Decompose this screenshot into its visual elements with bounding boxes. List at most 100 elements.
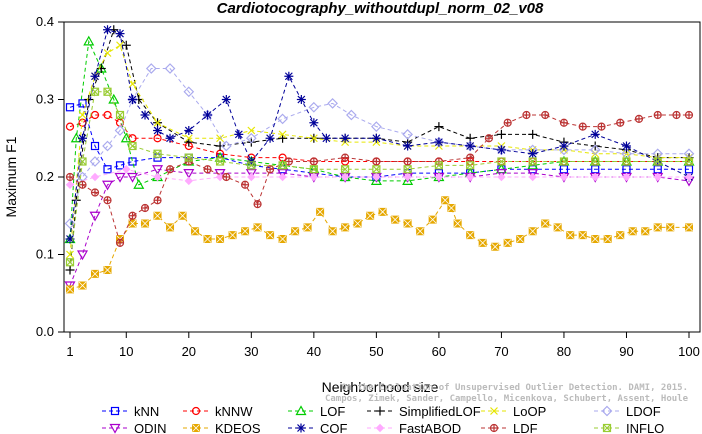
marker-triangle xyxy=(133,179,145,189)
marker-square-x-line xyxy=(391,215,399,224)
marker-ast-b xyxy=(497,145,506,154)
marker-square-x-line xyxy=(541,219,549,228)
data-point-odin xyxy=(495,169,507,179)
data-point-ldof xyxy=(89,156,101,167)
data-point-ldf xyxy=(165,165,175,174)
marker-square-x-line xyxy=(553,223,562,232)
marker-ast-b xyxy=(622,142,631,150)
data-point-kdeos xyxy=(266,231,275,240)
marker-triangle-down xyxy=(89,211,101,222)
data-point-kdeos xyxy=(666,223,675,232)
data-point-fastabod xyxy=(434,172,444,182)
y-tick-label: 0.1 xyxy=(36,247,54,262)
data-point-kdeos xyxy=(441,196,450,205)
marker-square xyxy=(65,103,75,112)
data-point-lof xyxy=(83,35,95,46)
marker-ast-b xyxy=(322,134,331,143)
marker-diamond xyxy=(402,129,413,140)
legend-item-knn: kNN xyxy=(102,404,159,419)
marker-square-x-line xyxy=(603,235,612,243)
data-point-fastabod xyxy=(372,172,381,182)
data-point-lof xyxy=(120,132,132,143)
marker-star-square-b xyxy=(247,161,256,170)
data-point-cof xyxy=(621,141,631,151)
data-point-kdeos xyxy=(378,207,387,216)
series-layer xyxy=(64,25,695,294)
data-point-cof xyxy=(465,141,475,151)
data-point-cof xyxy=(559,141,569,151)
data-point-ldof xyxy=(164,63,176,74)
series-line-knnw xyxy=(69,114,689,162)
marker-cross-b xyxy=(490,407,498,415)
marker-star-square xyxy=(372,165,381,174)
data-point-kdeos xyxy=(103,266,112,274)
marker-triangle-down xyxy=(109,423,121,434)
data-point-kdeos xyxy=(328,227,337,236)
marker-square xyxy=(559,165,569,174)
data-point-kdeos xyxy=(466,231,475,240)
marker-square-x-line xyxy=(641,227,650,236)
data-point-cof xyxy=(296,95,306,104)
marker-star-square-b xyxy=(103,87,112,96)
marker-ast-b xyxy=(434,138,443,147)
data-point-fastabod xyxy=(591,172,600,182)
marker-triangle xyxy=(295,405,307,416)
y-tick-label: 0.3 xyxy=(36,92,54,107)
marker-star-square xyxy=(497,157,506,166)
marker-circle xyxy=(65,122,75,131)
marker-triangle-down xyxy=(277,169,289,179)
marker-square-x-line xyxy=(91,270,99,278)
data-point-ldf xyxy=(578,122,587,131)
marker-star-square-b xyxy=(653,157,662,166)
data-point-kdeos xyxy=(391,215,400,224)
marker-star-square-b xyxy=(560,157,568,166)
data-point-ldf xyxy=(503,118,512,127)
data-point-fastabod xyxy=(247,172,256,182)
data-point-inflo xyxy=(247,161,256,170)
marker-square-x-line xyxy=(685,223,693,232)
marker-square-x-line xyxy=(428,215,437,224)
legend-label: SimplifiedLOF xyxy=(399,404,481,419)
data-point-odin xyxy=(527,169,539,179)
marker-diamond-filled xyxy=(528,172,537,182)
marker-star-square-b xyxy=(603,424,611,432)
marker-star-square-b xyxy=(278,161,287,170)
data-point-kdeos xyxy=(428,215,437,224)
data-point-ldf xyxy=(128,211,137,220)
marker-star-square xyxy=(434,161,443,170)
data-point-cof xyxy=(103,25,113,35)
marker-diamond xyxy=(145,63,157,74)
legend-label: LoOP xyxy=(513,404,546,419)
marker-star-square xyxy=(528,157,537,166)
data-point-kdeos xyxy=(491,242,500,251)
marker-ast-b xyxy=(372,134,381,143)
data-point-fastabod xyxy=(90,172,100,182)
data-point-kdeos xyxy=(416,227,425,236)
marker-square xyxy=(591,165,600,174)
series-inflo xyxy=(65,87,694,267)
data-point-cof xyxy=(153,126,163,135)
marker-square-x-line xyxy=(303,223,312,232)
data-point-cof xyxy=(128,95,138,104)
legend-item-ldf: LDF xyxy=(481,421,538,434)
marker-star-square xyxy=(78,157,87,166)
legend-item-knnw: kNNW xyxy=(183,404,253,419)
data-point-kdeos xyxy=(316,207,325,216)
data-point-ldf xyxy=(403,157,412,166)
data-point-kdeos xyxy=(91,269,100,278)
marker-square-x-line xyxy=(228,231,237,239)
marker-star-square xyxy=(602,423,612,433)
data-point-odin xyxy=(152,165,164,175)
data-point-kdeos xyxy=(78,281,87,290)
data-point-odin xyxy=(101,180,114,191)
data-point-lof xyxy=(402,175,414,185)
marker-diamond xyxy=(245,132,257,144)
data-point-ldof xyxy=(402,129,413,140)
marker-star-square-b xyxy=(434,161,443,170)
marker-square-x-line xyxy=(153,211,162,220)
marker-ast-b xyxy=(91,72,99,81)
marker-ast-b xyxy=(297,424,305,432)
data-point-loop xyxy=(278,130,287,139)
series-cof xyxy=(65,25,694,244)
data-point-inflo xyxy=(78,157,87,166)
